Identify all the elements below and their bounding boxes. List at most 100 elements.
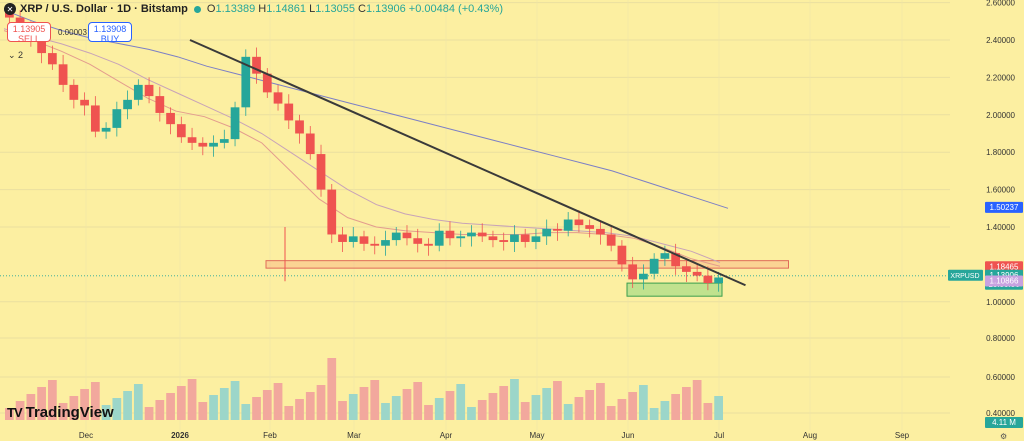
sell-button[interactable]: 1.13905 SELL	[7, 22, 51, 44]
volume-bar	[252, 397, 261, 420]
volume-bar	[456, 384, 466, 420]
price-label-box	[985, 201, 1023, 213]
candle-body	[510, 234, 519, 242]
candle-body	[327, 189, 337, 235]
candle-body	[714, 277, 723, 284]
volume-bar	[606, 406, 616, 420]
candle-body	[133, 84, 143, 100]
volume-bar	[714, 396, 723, 420]
x-tick-label: Sep	[895, 431, 910, 440]
candle-body	[305, 133, 315, 155]
y-tick-label: 2.40000	[986, 36, 1015, 45]
candle-body	[187, 137, 197, 143]
volume-bar	[499, 386, 509, 420]
candle-body	[585, 225, 595, 229]
volume-bar	[144, 407, 154, 420]
volume-bar	[531, 395, 541, 420]
candle-body	[166, 112, 175, 125]
candle-body	[606, 234, 616, 246]
moving-averages	[3, 9, 729, 267]
volume-bar	[434, 398, 444, 420]
volume-bar	[585, 390, 595, 420]
tradingview-logo-icon: TV	[7, 405, 23, 420]
candle-body	[359, 236, 369, 244]
volume-bar	[5, 408, 14, 420]
candle-body	[144, 84, 154, 97]
volume-bar	[230, 381, 240, 420]
volume-bar	[112, 398, 122, 420]
volume-bar	[209, 395, 218, 420]
volume-bar	[305, 392, 315, 420]
price-label-text: 1.10866	[990, 276, 1019, 285]
volume-bar	[47, 380, 57, 420]
y-axis: 2.60000 2.40000 2.20000 2.00000 1.80000 1.600…	[986, 0, 1015, 418]
volume-bar	[703, 403, 713, 420]
x-tick-label: Jul	[714, 431, 724, 440]
x-tick-label: Mar	[347, 431, 361, 440]
market-status-dot	[193, 5, 201, 13]
price-label-text: 4.11 M	[992, 418, 1016, 427]
resistance-zone	[265, 260, 789, 269]
candle-body	[639, 273, 648, 280]
volume-bar	[520, 402, 530, 420]
volume-bar	[295, 399, 304, 420]
candle-body	[682, 266, 691, 272]
candle-body	[499, 240, 509, 242]
candle-body	[488, 236, 498, 241]
price-label-text: 1.18465	[990, 262, 1019, 271]
candle-body	[563, 219, 573, 231]
candle-body	[316, 154, 326, 190]
volume-bar	[284, 406, 294, 420]
volume-bar	[166, 393, 175, 420]
volume-bar	[477, 400, 487, 420]
collapse-indicators-button[interactable]: ⌄ 2	[8, 50, 24, 60]
trendline	[189, 39, 746, 287]
candle-body	[338, 234, 347, 242]
support-zone	[626, 282, 723, 297]
candle-body	[273, 92, 283, 104]
candle-body	[445, 230, 455, 239]
price-labels: 1.502371.184651.1390613:30:36XRPUSD1.108…	[948, 201, 1023, 428]
candles	[5, 4, 723, 292]
y-tick-label: 0.60000	[986, 373, 1015, 382]
symbol-title[interactable]: XRP / U.S. Dollar · 1D · Bitstamp	[20, 3, 188, 15]
trendline-line	[189, 39, 746, 287]
candle-body	[391, 232, 401, 241]
volume-bar	[596, 383, 605, 420]
gear-icon[interactable]: ⚙	[1000, 432, 1008, 441]
symbol-tag-box	[948, 269, 983, 281]
buy-button[interactable]: 1.13908 BUY	[88, 22, 132, 44]
candle-body	[617, 245, 627, 265]
volume-bar	[682, 387, 691, 420]
x-tick-label: Apr	[440, 431, 453, 440]
x-tick-label: Jun	[622, 431, 635, 440]
candle-body	[123, 99, 132, 110]
candle-body	[262, 73, 272, 93]
moving-average-line	[3, 9, 729, 209]
candle-body	[424, 243, 433, 246]
symbol-tag: XRPUSD	[950, 273, 979, 280]
tradingview-logo[interactable]: TV TradingView	[7, 404, 114, 421]
candle-body	[628, 264, 638, 280]
volume-bar	[424, 405, 433, 420]
candle-body	[69, 84, 79, 100]
volume-bar	[649, 408, 659, 420]
volume-bar	[262, 390, 272, 420]
volume-bar	[671, 394, 681, 420]
candle-body	[37, 38, 46, 54]
candle-body	[252, 56, 261, 74]
volume-bar	[402, 389, 412, 420]
candle-body	[348, 236, 358, 242]
volume-bar	[563, 404, 573, 420]
moving-average-line	[3, 30, 721, 267]
y-tick-label: 1.40000	[986, 223, 1015, 232]
volume-bar	[80, 389, 89, 420]
candle-body	[219, 139, 229, 143]
x-axis: Dec 2026 Feb Mar Apr May Jun Jul Aug Sep	[79, 431, 910, 440]
volume-bar	[628, 392, 638, 420]
candle-body	[58, 64, 68, 85]
volume-bar	[359, 387, 369, 420]
volume-bar	[26, 394, 36, 420]
candle-body	[531, 236, 541, 242]
